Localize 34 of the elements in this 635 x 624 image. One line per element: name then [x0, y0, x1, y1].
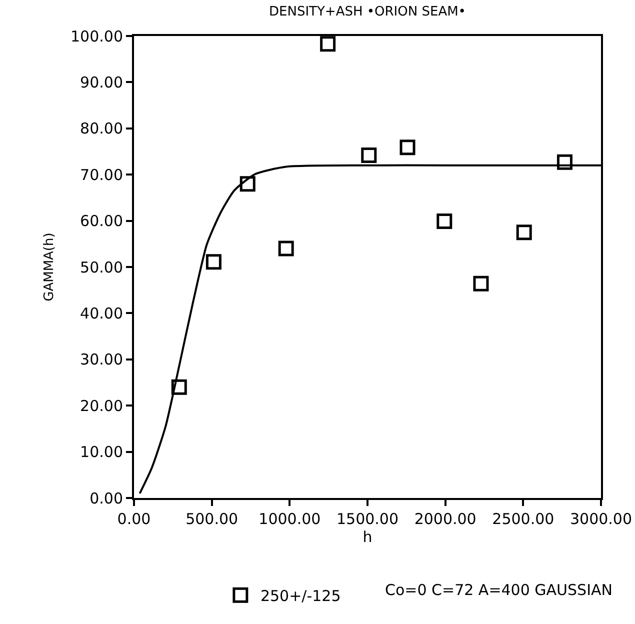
y-tick-label: 20.00	[80, 396, 123, 415]
y-tick-label: 70.00	[80, 166, 123, 184]
y-tick-label: 10.00	[80, 443, 123, 462]
x-tick-label: 0.00	[117, 510, 151, 528]
point	[556, 154, 572, 170]
point	[206, 254, 222, 270]
point	[361, 147, 377, 163]
y-tick-label: 90.00	[80, 73, 123, 92]
y-tick-label: 30.00	[80, 350, 123, 369]
legend-label: 250+/-125	[260, 586, 341, 605]
x-tick-label: 1000.00	[258, 510, 321, 528]
x-tick-label: 2500.00	[492, 510, 554, 528]
y-tick-label: 50.00	[80, 258, 123, 276]
point	[320, 36, 336, 52]
point	[240, 176, 256, 192]
point	[400, 140, 416, 156]
point	[473, 276, 489, 292]
y-tick-label: 80.00	[80, 120, 123, 138]
x-tick-label: 3000.00	[570, 510, 632, 528]
point	[436, 214, 452, 230]
x-tick-label: 1500.00	[336, 510, 399, 528]
text: Co=0 C=72 A=400 GAUSSIAN	[385, 581, 612, 599]
point	[278, 240, 294, 256]
y-axis-title: GAMMA(h)	[42, 232, 57, 302]
y-tick-label: 60.00	[80, 212, 123, 230]
y-tick-label: 0.00	[90, 489, 123, 508]
y-tick-label: 100.00	[70, 27, 123, 46]
x-tick-label: 500.00	[186, 510, 238, 528]
y-tick-label: 40.00	[80, 304, 123, 322]
x-tick-label: 2000.00	[414, 510, 476, 528]
chart-title: DENSITY+ASH •ORION SEAM•	[269, 4, 466, 20]
x-axis-title: h	[362, 528, 372, 546]
point	[516, 224, 532, 240]
point	[171, 379, 187, 395]
